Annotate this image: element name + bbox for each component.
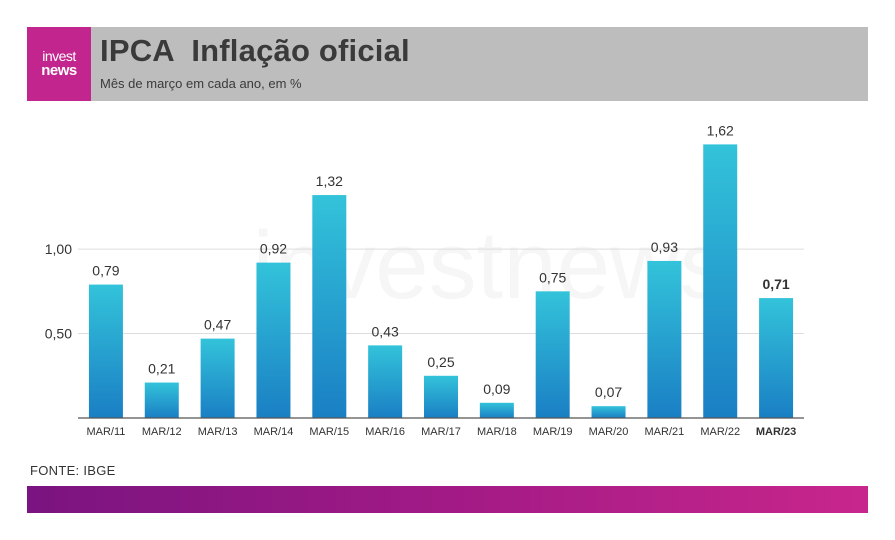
x-tick-label: MAR/11: [86, 426, 125, 438]
bar-value-label: 1,32: [316, 173, 343, 189]
bar-mar-16: [368, 345, 403, 418]
bar-mar-12: [144, 382, 179, 418]
x-tick-label: MAR/16: [365, 426, 405, 438]
bar-value-label: 0,09: [483, 381, 510, 397]
x-tick-label: MAR/20: [589, 426, 629, 438]
bar-mar-19: [535, 291, 570, 418]
logo-text-invest: invest: [42, 48, 76, 65]
investnews-logo: invest news: [27, 27, 91, 101]
y-tick-label: 1,00: [45, 241, 72, 257]
bar-value-label: 0,93: [651, 239, 678, 255]
x-tick-label: MAR/23: [756, 426, 796, 438]
logo-text-news: news: [41, 61, 77, 79]
x-tick-label: MAR/22: [700, 426, 740, 438]
bar-value-label: 0,75: [539, 269, 566, 285]
bar-mar-20: [591, 406, 626, 418]
bar-value-label: 0,07: [595, 384, 622, 400]
bar-value-label: 0,92: [260, 241, 287, 257]
bar-value-label: 1,62: [707, 122, 734, 138]
bar-mar-23: [759, 298, 794, 418]
bar-mar-22: [703, 144, 738, 418]
chart-subtitle: Mês de março em cada ano, em %: [100, 76, 302, 91]
bar-mar-17: [424, 375, 458, 418]
source-note: FONTE: IBGE: [30, 463, 116, 478]
bar-value-label: 0,43: [372, 323, 399, 339]
x-tick-label: MAR/21: [645, 426, 685, 438]
bar-value-label: 0,71: [762, 276, 789, 292]
y-tick-label: 0,50: [45, 326, 72, 342]
footer-bar: [27, 486, 868, 513]
bar-mar-13: [200, 338, 235, 418]
x-tick-label: MAR/14: [254, 426, 294, 438]
chart-title: IPCA Inflação oficial: [100, 33, 410, 68]
x-tick-label: MAR/12: [142, 426, 182, 438]
x-tick-label: MAR/18: [477, 426, 517, 438]
bar-value-label: 0,47: [204, 317, 231, 333]
bar-value-label: 0,79: [92, 263, 119, 279]
chart-header: invest news IPCA Inflação oficial Mês de…: [27, 27, 868, 101]
bar-mar-18: [479, 402, 514, 418]
x-tick-label: MAR/15: [309, 426, 349, 438]
bar-mar-15: [312, 195, 347, 418]
x-tick-label: MAR/17: [421, 426, 461, 438]
bar-mar-14: [256, 262, 291, 418]
bar-mar-11: [88, 284, 123, 418]
x-tick-label: MAR/19: [533, 426, 573, 438]
bar-value-label: 0,25: [427, 354, 454, 370]
bar-mar-21: [647, 260, 682, 418]
x-tick-label: MAR/13: [198, 426, 238, 438]
bar-value-label: 0,21: [148, 361, 175, 377]
